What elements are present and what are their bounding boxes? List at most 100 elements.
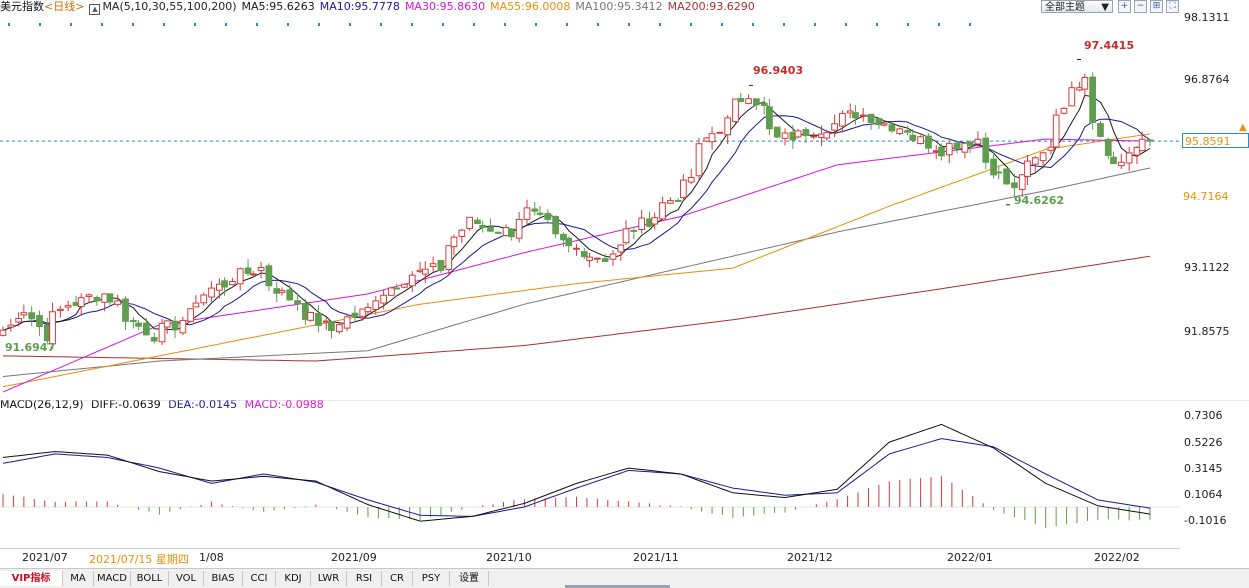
time-marker — [287, 23, 289, 26]
candle-body — [760, 102, 768, 106]
horizontal-scrollbar[interactable] — [565, 585, 670, 588]
candle — [536, 205, 544, 217]
candle — [229, 277, 236, 286]
candle — [961, 142, 969, 159]
candle-body — [364, 306, 372, 313]
candle — [143, 317, 150, 336]
macd-dea-value: DEA:-0.0145 — [168, 398, 238, 411]
candle — [286, 284, 294, 301]
instrument-title: 美元指数 — [0, 0, 44, 13]
cursor-date-label: 2021/07/15 星期四 — [89, 553, 189, 566]
candle — [380, 289, 387, 310]
tab-settings[interactable]: 设置 — [450, 571, 489, 586]
candle — [666, 197, 674, 205]
x-label-0: 2021/07 — [22, 551, 68, 564]
time-marker — [101, 23, 103, 26]
candle — [244, 259, 252, 276]
candle-body — [158, 322, 166, 343]
candle-body — [766, 106, 773, 130]
tab-vip[interactable]: VIP指标 — [0, 571, 63, 586]
candle — [560, 232, 567, 247]
price-tick-4: 93.1122 — [1184, 261, 1230, 274]
candle — [760, 96, 768, 115]
indicator-tabs: VIP指标 MA MACD BOLL VOL BIAS CCI KDJ LWR … — [0, 568, 1249, 588]
tab-bias[interactable]: BIAS — [204, 571, 243, 586]
candle-body — [859, 114, 867, 117]
candle — [674, 198, 682, 202]
candle — [200, 292, 208, 307]
x-label-4: 2021/11 — [633, 551, 679, 564]
high-label: 97.4415 — [1084, 39, 1135, 52]
candle-body — [143, 322, 150, 336]
candle — [586, 252, 593, 268]
time-marker — [504, 23, 506, 26]
zoom-in-icon[interactable]: + — [1118, 0, 1131, 13]
candle-body — [781, 132, 789, 139]
candle — [421, 261, 429, 284]
tab-cr[interactable]: CR — [382, 571, 413, 586]
candle — [487, 218, 494, 232]
candle — [1024, 154, 1031, 185]
candle-body — [343, 316, 351, 329]
time-marker — [566, 23, 568, 26]
tab-macd[interactable]: MACD — [94, 571, 131, 586]
candle-body — [507, 228, 515, 238]
theme-select[interactable]: 全部主题 ▼ — [1041, 0, 1113, 13]
zoom-out-icon[interactable]: − — [1134, 0, 1147, 13]
candle — [708, 126, 716, 150]
candle-toggle-icon[interactable]: ▲ — [89, 4, 101, 15]
period-label[interactable]: <日线> — [44, 0, 85, 13]
candle-body — [265, 265, 273, 287]
candle — [1039, 151, 1047, 169]
time-marker — [194, 23, 196, 26]
candle-body — [93, 296, 101, 302]
time-marker — [132, 23, 134, 26]
tab-rsi[interactable]: RSI — [347, 571, 382, 586]
candle-body — [880, 123, 888, 126]
x-label-6: 2022/01 — [947, 551, 993, 564]
tab-cci[interactable]: CCI — [243, 571, 276, 586]
candle — [187, 308, 195, 323]
candle — [938, 143, 945, 161]
time-marker — [163, 23, 165, 26]
candle-body — [179, 319, 187, 334]
candle — [737, 92, 745, 103]
price-tick-5: 91.8575 — [1184, 325, 1230, 338]
tab-vol[interactable]: VOL — [169, 571, 204, 586]
candle-body — [794, 130, 802, 138]
time-marker — [783, 23, 785, 26]
time-marker — [628, 23, 630, 26]
candle-body — [867, 113, 875, 123]
time-marker — [690, 23, 692, 26]
tab-lwr[interactable]: LWR — [311, 571, 347, 586]
macd-chart[interactable] — [0, 400, 1249, 550]
candle-body — [630, 229, 638, 232]
macd-title: MACD(26,12,9) — [0, 398, 84, 411]
candle — [875, 117, 883, 130]
candle-body — [695, 143, 703, 177]
candle — [0, 326, 7, 337]
price-tick-0: 98.1311 — [1184, 11, 1230, 24]
candle-body — [56, 308, 64, 312]
candle-body — [408, 274, 416, 287]
candle-body — [1138, 138, 1146, 152]
ma5-value: MA5:95.6263 — [241, 0, 315, 13]
candle-body — [945, 142, 953, 156]
tab-boll[interactable]: BOLL — [131, 571, 169, 586]
tab-ma[interactable]: MA — [63, 571, 94, 586]
ma200-line — [2, 255, 1151, 362]
fit-icon[interactable]: ⛶ — [1166, 0, 1179, 13]
add-indicator-icon[interactable]: ⊞ — [1150, 0, 1163, 13]
candle-body — [531, 208, 539, 212]
candle-body — [638, 217, 646, 230]
candle — [429, 256, 437, 272]
x-axis — [0, 548, 1180, 567]
tab-kdj[interactable]: KDJ — [276, 571, 311, 586]
candle — [781, 128, 789, 146]
tab-psy[interactable]: PSY — [413, 571, 450, 586]
candle-body — [1024, 160, 1031, 177]
candle — [393, 283, 400, 290]
candle — [359, 308, 367, 321]
candle — [1052, 108, 1060, 148]
price-chart[interactable] — [0, 0, 1249, 395]
